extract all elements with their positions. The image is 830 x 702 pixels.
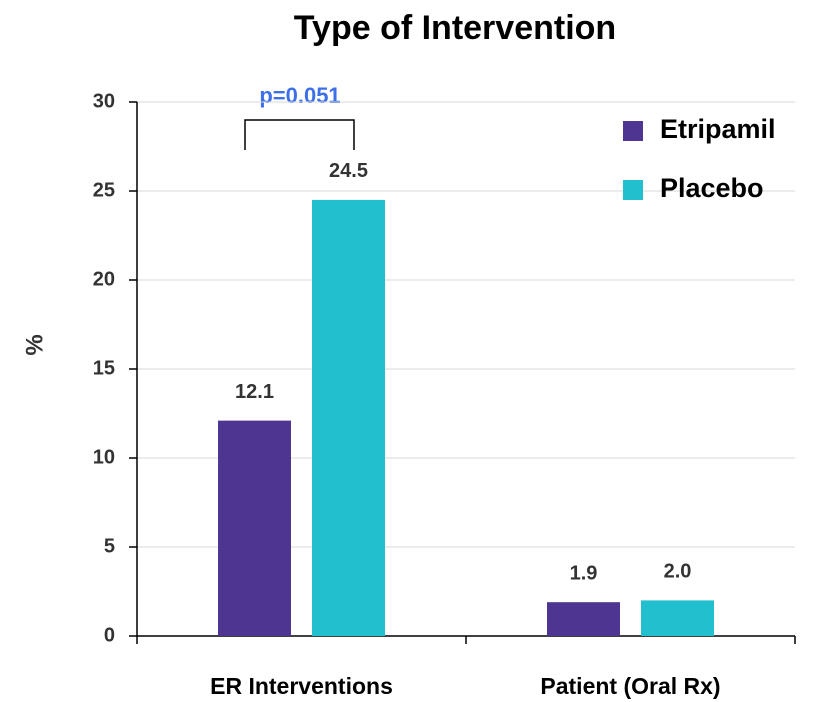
x-tick-label: ER Interventions <box>210 673 393 699</box>
value-label: 24.5 <box>329 160 368 182</box>
y-tick-label: 10 <box>93 446 115 468</box>
y-axis-label: % <box>21 334 48 355</box>
legend-label: Placebo <box>660 173 764 203</box>
legend-label: Etripamil <box>660 114 776 144</box>
legend-swatch <box>623 180 643 200</box>
value-label: 1.9 <box>570 562 598 584</box>
y-tick-label: 20 <box>93 268 115 290</box>
value-label: 12.1 <box>235 381 274 403</box>
bar <box>641 600 714 636</box>
y-tick-label: 15 <box>93 357 115 379</box>
p-value: p=0.051 <box>259 83 340 108</box>
value-label: 2.0 <box>664 561 692 583</box>
y-tick-label: 0 <box>104 624 115 646</box>
bar <box>218 420 291 636</box>
bar <box>547 602 620 636</box>
y-tick-label: 25 <box>93 179 115 201</box>
bar <box>312 199 385 636</box>
significance-bracket <box>244 119 355 150</box>
x-tick-label: Patient (Oral Rx) <box>540 673 720 699</box>
chart-title: Type of Intervention <box>294 9 616 47</box>
y-tick-label: 5 <box>104 535 115 557</box>
y-tick-label: 30 <box>93 90 115 112</box>
legend-swatch <box>623 121 643 141</box>
